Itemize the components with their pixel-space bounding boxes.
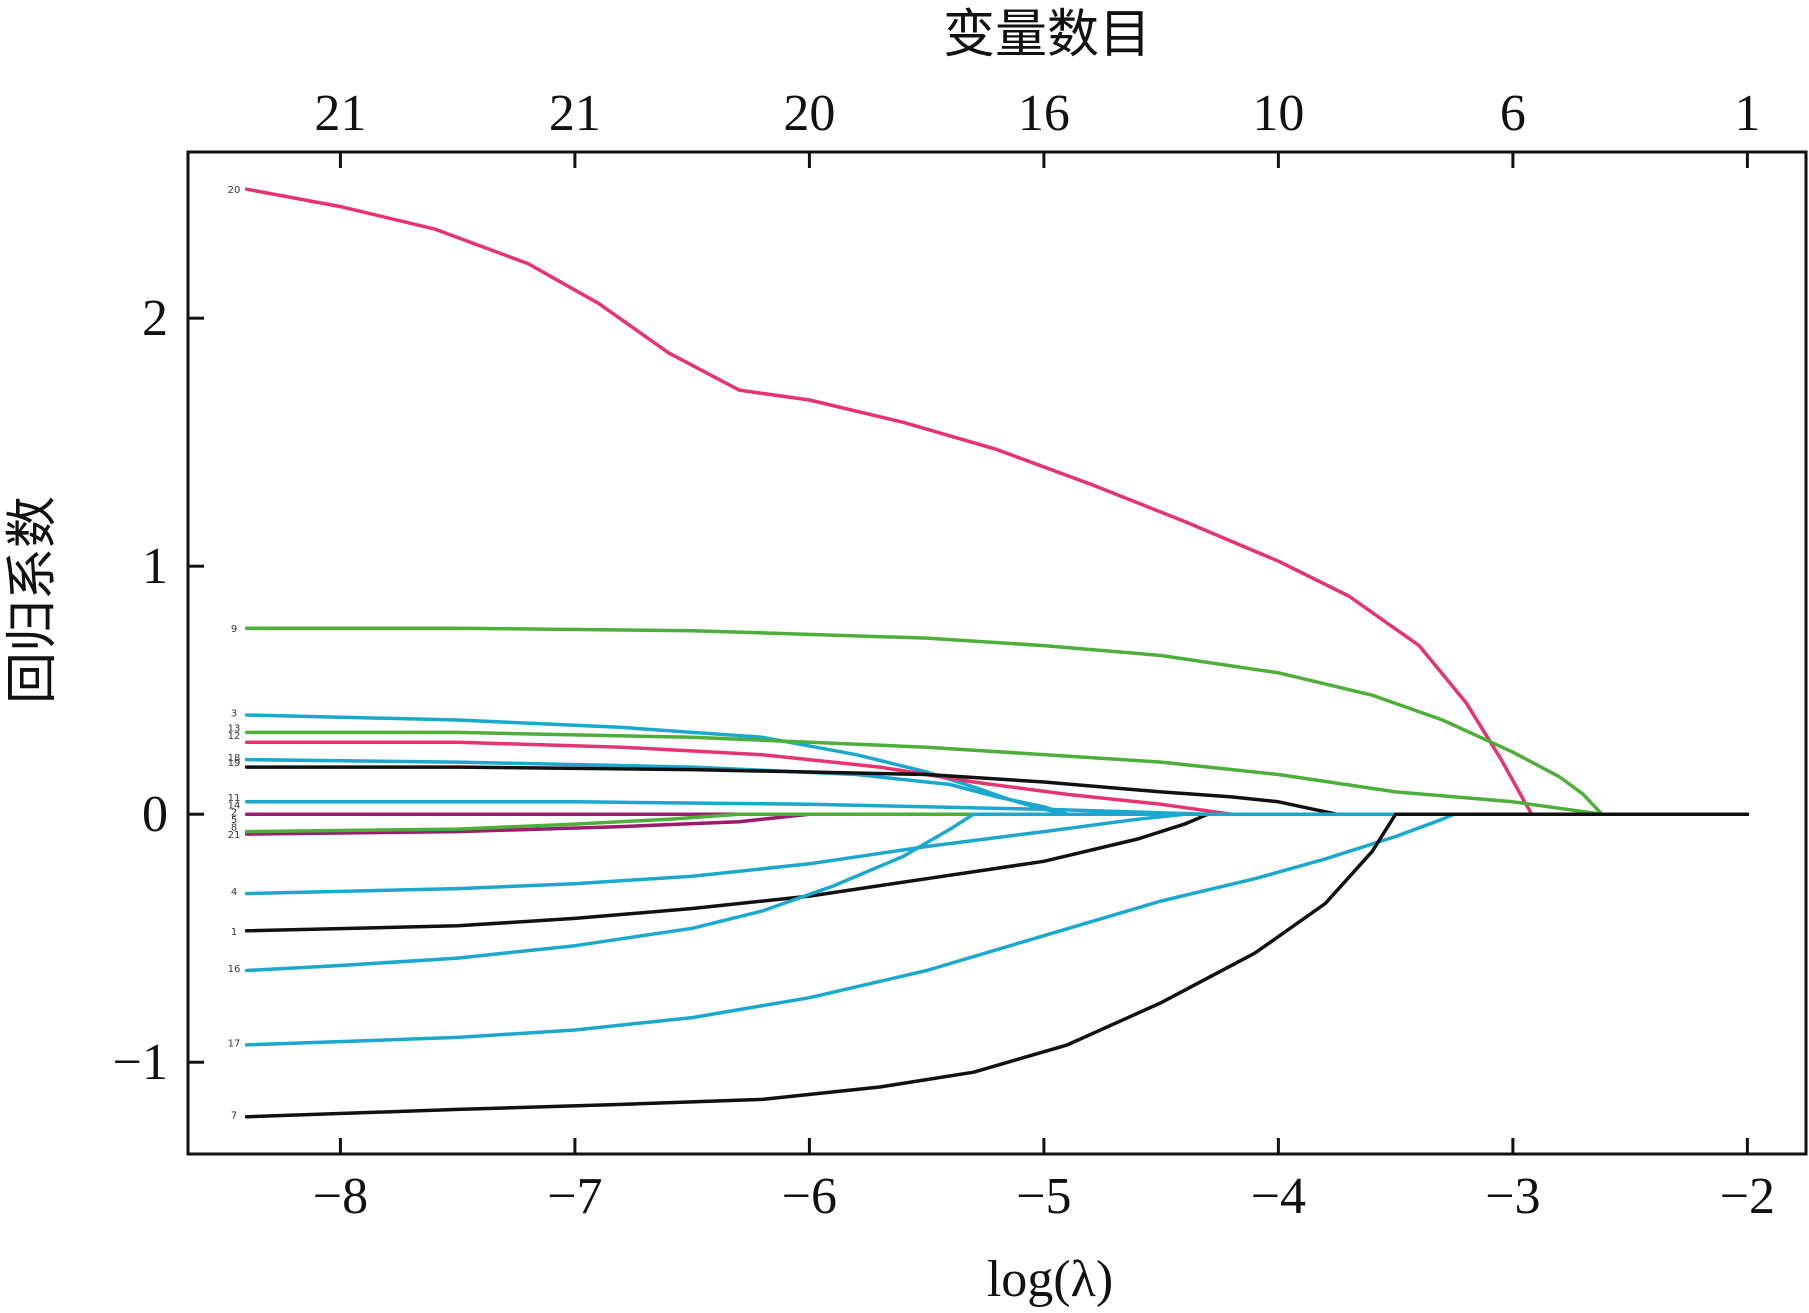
x-tick-label: −7 xyxy=(547,1168,602,1225)
axis-ticks xyxy=(188,152,1749,1154)
top-tick-label: 21 xyxy=(549,85,601,142)
coefficient-line xyxy=(244,812,1750,896)
plot-frame xyxy=(186,150,1808,1156)
top-tick-label: 10 xyxy=(1252,85,1304,142)
y-tick-label: 2 xyxy=(142,290,168,347)
coefficient-line xyxy=(244,187,1750,816)
coefficient-line xyxy=(244,626,1750,816)
curve-label: 14 xyxy=(228,800,241,811)
coefficient-line xyxy=(244,812,1750,1119)
curve-label: 13 xyxy=(228,723,241,734)
curve-label: 1 xyxy=(231,927,237,938)
curve-label: 11 xyxy=(228,793,241,804)
x-tick-label: −6 xyxy=(782,1168,837,1225)
coefficient-line xyxy=(244,812,1750,834)
y-tick-label: −1 xyxy=(113,1034,168,1091)
top-axis-title: 变量数目 xyxy=(943,5,1151,65)
coefficient-line xyxy=(244,812,1750,836)
top-tick-label: 6 xyxy=(1500,85,1526,142)
coefficient-line xyxy=(244,765,1750,816)
coefficient-line xyxy=(244,812,1750,1047)
x-tick-label: −2 xyxy=(1720,1168,1775,1225)
coefficient-line xyxy=(244,812,1750,933)
top-tick-label: 21 xyxy=(314,85,366,142)
coefficient-line xyxy=(244,812,1750,973)
top-tick-label: 1 xyxy=(1734,85,1760,142)
curve-label: 7 xyxy=(231,1110,237,1121)
curve-label: 9 xyxy=(231,624,237,635)
y-tick-label: 0 xyxy=(142,786,168,843)
coefficient-line xyxy=(244,730,1750,816)
curve-label: 4 xyxy=(231,887,237,898)
curve-label: 16 xyxy=(228,964,241,975)
curve-label: 20 xyxy=(228,185,241,196)
x-tick-label: −5 xyxy=(1016,1168,1071,1225)
curve-label: 21 xyxy=(228,830,241,841)
coefficient-curves xyxy=(244,187,1750,1119)
x-tick-label: −8 xyxy=(313,1168,368,1225)
x-tick-label: −3 xyxy=(1485,1168,1540,1225)
curve-label: 8 xyxy=(231,823,237,834)
x-axis-title: log(λ) xyxy=(987,1251,1113,1308)
curve-label: 18 xyxy=(228,753,241,764)
curve-label: 2 xyxy=(231,808,237,819)
curve-label: 12 xyxy=(228,731,241,742)
curve-label: 19 xyxy=(228,758,241,769)
y-axis-title: 回归系数 xyxy=(3,496,63,704)
curve-label: 3 xyxy=(231,709,237,720)
curve-label: 17 xyxy=(228,1038,241,1049)
top-tick-label: 20 xyxy=(783,85,835,142)
x-tick-label: −4 xyxy=(1251,1168,1306,1225)
top-tick-label: 16 xyxy=(1018,85,1070,142)
curve-label: 5 xyxy=(231,815,237,826)
coefficient-line xyxy=(244,757,1750,816)
y-tick-label: 1 xyxy=(142,538,168,595)
